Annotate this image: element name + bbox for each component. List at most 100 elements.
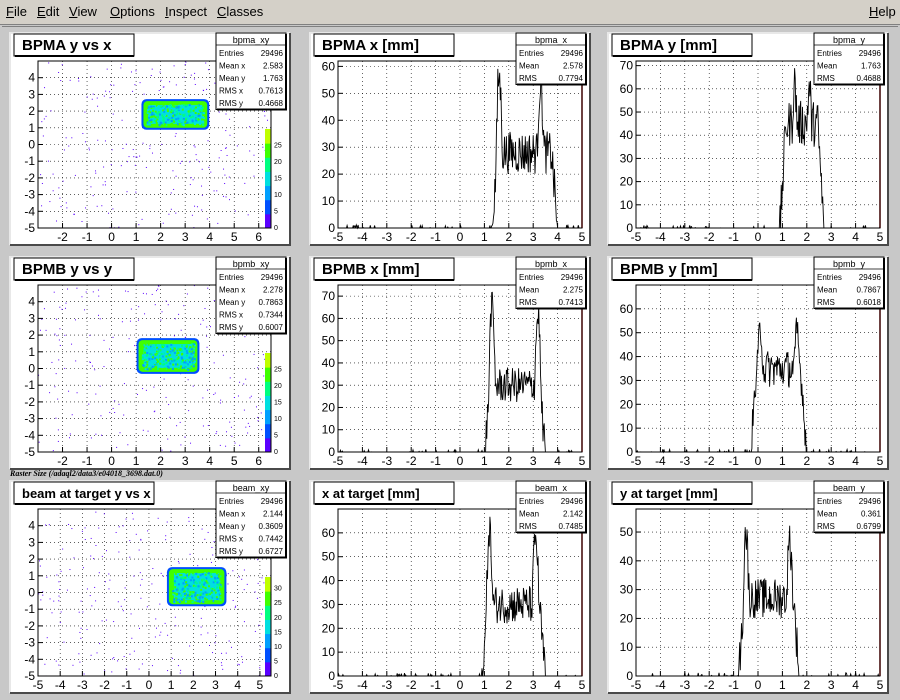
scatter-point xyxy=(138,319,140,321)
scatter-point xyxy=(243,409,245,411)
heatmap-cell xyxy=(199,107,202,110)
x-tick-label: -5 xyxy=(33,678,44,692)
scatter-point xyxy=(49,392,51,394)
heatmap-cell xyxy=(197,105,200,108)
scatter-point xyxy=(228,176,230,178)
scatter-point xyxy=(83,673,85,675)
stats-value: 2.583 xyxy=(263,62,284,71)
scatter-point xyxy=(208,645,210,647)
y-tick-label: -4 xyxy=(24,428,35,442)
scatter-point xyxy=(90,654,92,656)
scatter-point xyxy=(92,291,94,293)
scatter-point xyxy=(44,87,46,89)
heatmap-cell xyxy=(189,599,192,602)
heatmap-cell xyxy=(178,601,181,604)
scatter-point xyxy=(103,95,105,97)
stats-name: bpma_xy xyxy=(233,35,270,45)
scatter-point xyxy=(175,212,177,214)
heatmap-cell xyxy=(176,593,179,596)
palette-segment xyxy=(265,437,271,453)
heatmap-cell xyxy=(150,119,153,122)
stats-key: Entries xyxy=(519,273,544,282)
x-tick-label: 2 xyxy=(803,230,810,244)
heatmap-cell xyxy=(191,350,194,353)
heatmap-cell xyxy=(175,588,178,591)
scatter-point xyxy=(180,329,182,331)
heatmap-cell xyxy=(203,578,206,581)
heatmap-cell xyxy=(142,346,145,349)
scatter-point xyxy=(49,598,51,600)
x-tick-label: 4 xyxy=(554,678,561,692)
heatmap-cell xyxy=(197,124,200,127)
heatmap-cell xyxy=(186,363,189,366)
menu-bar: File Edit View Options Inspect Classes H… xyxy=(0,0,900,25)
palette-tick-label: 10 xyxy=(274,192,282,199)
menu-inspect[interactable]: Inspect xyxy=(165,4,207,19)
heatmap-cell xyxy=(174,363,177,366)
heatmap-cell xyxy=(153,361,156,364)
menu-classes[interactable]: Classes xyxy=(217,4,263,19)
heatmap-cell xyxy=(154,344,157,347)
scatter-point xyxy=(99,643,101,645)
y-tick-label: 40 xyxy=(620,350,634,364)
heatmap-cell xyxy=(142,359,145,362)
heatmap-cell xyxy=(206,598,209,601)
scatter-point xyxy=(193,78,195,80)
scatter-point xyxy=(82,132,84,134)
scatter-point xyxy=(170,450,172,452)
scatter-point xyxy=(151,68,153,70)
root-canvas[interactable]: Raster Size (/adaql2/data3/e04018_3698.d… xyxy=(2,26,898,699)
palette-segment xyxy=(265,661,271,677)
scatter-point xyxy=(197,565,199,567)
heatmap-cell xyxy=(183,573,186,576)
scatter-point xyxy=(94,369,96,371)
heatmap-cell xyxy=(173,354,176,357)
scatter-point xyxy=(129,556,131,558)
heatmap-cell xyxy=(210,591,213,594)
heatmap-cell xyxy=(172,363,175,366)
x-tick-label: -3 xyxy=(381,454,392,468)
y-tick-label: 2 xyxy=(28,328,35,342)
x-tick-label: 2 xyxy=(157,454,164,468)
heatmap-cell xyxy=(147,110,150,113)
heatmap-cell xyxy=(182,598,185,601)
scatter-point xyxy=(54,386,56,388)
scatter-point xyxy=(165,539,167,541)
heatmap-cell xyxy=(180,111,183,114)
scatter-point xyxy=(134,84,136,86)
heatmap-cell xyxy=(181,104,184,107)
x-tick-label: 4 xyxy=(852,230,859,244)
heatmap-cell xyxy=(217,575,220,578)
scatter-point xyxy=(86,629,88,631)
heatmap-cell xyxy=(214,580,217,583)
scatter-point xyxy=(138,627,140,629)
menu-help[interactable]: Help xyxy=(869,4,896,19)
heatmap-cell xyxy=(158,349,161,352)
heatmap-cell xyxy=(146,352,149,355)
x-tick-label: 5 xyxy=(231,230,238,244)
scatter-point xyxy=(56,335,58,337)
scatter-point xyxy=(246,583,248,585)
scatter-point xyxy=(55,660,57,662)
menu-view[interactable]: View xyxy=(69,4,97,19)
scatter-point xyxy=(91,605,93,607)
scatter-point xyxy=(234,442,236,444)
menu-file[interactable]: File xyxy=(6,4,27,19)
heatmap-cell xyxy=(204,581,207,584)
heatmap-cell xyxy=(177,599,180,602)
scatter-point xyxy=(65,202,67,204)
stats-value: 2.142 xyxy=(563,510,584,519)
stats-name: bpmb_x xyxy=(535,259,568,269)
menu-edit[interactable]: Edit xyxy=(37,4,59,19)
heatmap-cell xyxy=(213,595,216,598)
x-tick-label: -4 xyxy=(357,230,368,244)
heatmap-cell xyxy=(215,596,218,599)
menu-options[interactable]: Options xyxy=(110,4,155,19)
heatmap-cell xyxy=(188,361,191,364)
scatter-point xyxy=(89,361,91,363)
scatter-point xyxy=(228,640,230,642)
x-tick-label: 0 xyxy=(457,678,464,692)
scatter-point xyxy=(68,523,70,525)
stats-value: 2.278 xyxy=(263,286,284,295)
heatmap-cell xyxy=(181,577,184,580)
